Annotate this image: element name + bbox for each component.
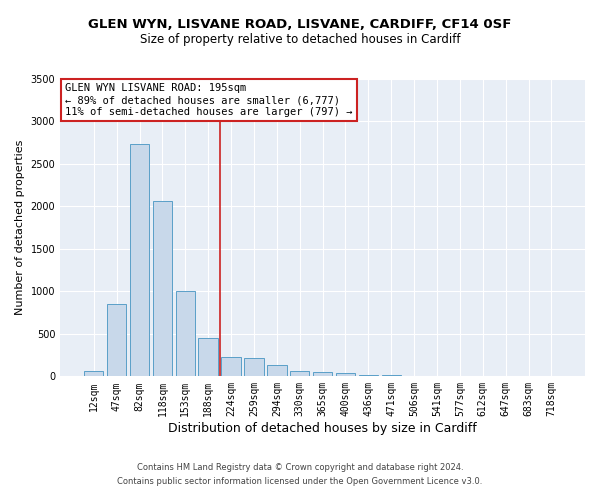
X-axis label: Distribution of detached houses by size in Cardiff: Distribution of detached houses by size … <box>168 422 477 435</box>
Bar <box>199 338 218 376</box>
Bar <box>176 290 195 376</box>
Bar <box>130 144 149 376</box>
Bar <box>221 357 241 376</box>
Text: Contains HM Land Registry data © Crown copyright and database right 2024.: Contains HM Land Registry data © Crown c… <box>137 464 463 472</box>
Bar <box>244 358 263 376</box>
Bar <box>313 372 332 376</box>
Bar <box>152 202 172 376</box>
Text: Size of property relative to detached houses in Cardiff: Size of property relative to detached ho… <box>140 32 460 46</box>
Text: GLEN WYN LISVANE ROAD: 195sqm
← 89% of detached houses are smaller (6,777)
11% o: GLEN WYN LISVANE ROAD: 195sqm ← 89% of d… <box>65 84 353 116</box>
Text: Contains public sector information licensed under the Open Government Licence v3: Contains public sector information licen… <box>118 477 482 486</box>
Bar <box>382 375 401 376</box>
Bar <box>107 304 127 376</box>
Y-axis label: Number of detached properties: Number of detached properties <box>15 140 25 316</box>
Bar <box>336 374 355 376</box>
Text: GLEN WYN, LISVANE ROAD, LISVANE, CARDIFF, CF14 0SF: GLEN WYN, LISVANE ROAD, LISVANE, CARDIFF… <box>88 18 512 30</box>
Bar <box>84 371 103 376</box>
Bar <box>290 371 310 376</box>
Bar <box>267 366 287 376</box>
